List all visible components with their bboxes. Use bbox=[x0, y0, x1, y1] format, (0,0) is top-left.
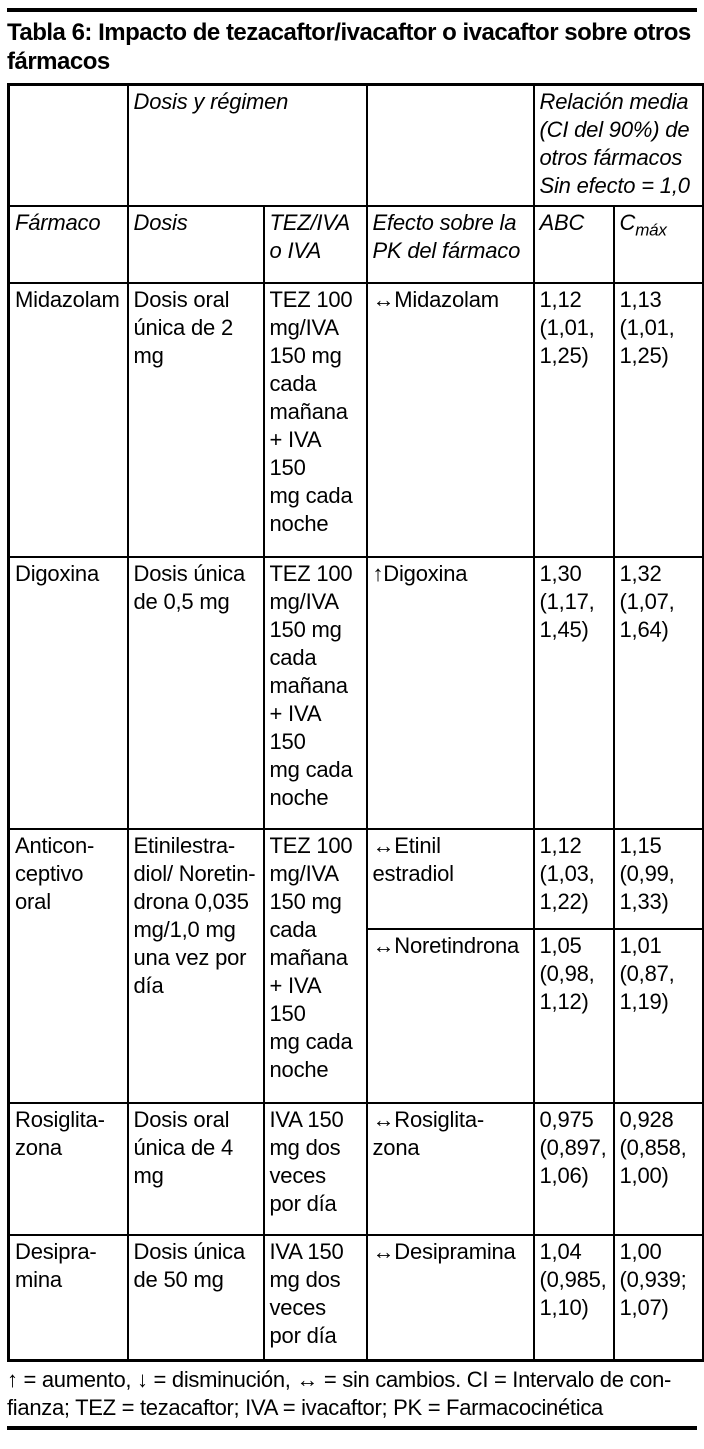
efecto-cell: ↑Digoxina bbox=[365, 555, 535, 830]
table-row-digoxina: Digoxina Dosis única de 0,5 mg TEZ 100 m… bbox=[7, 555, 704, 830]
abc-cell: 1,04 (0,985, 1,10) bbox=[532, 1233, 615, 1362]
dosis-cell: Etinilestra- diol/ Noretin- drona 0,035 … bbox=[126, 827, 265, 1104]
farmaco-cell: Digoxina bbox=[7, 555, 129, 830]
table-row-desipramina: Desipra- mina Dosis única de 50 mg IVA 1… bbox=[7, 1233, 704, 1362]
column-header-abc: ABC bbox=[532, 204, 615, 284]
abc-cell: 1,30 (1,17, 1,45) bbox=[532, 555, 615, 830]
column-header-cmax: Cmáx bbox=[612, 204, 704, 284]
dosis-cell: Dosis oral única de 2 mg bbox=[126, 281, 265, 558]
abc-cell: 1,12 (1,03, 1,22) bbox=[532, 827, 615, 930]
cmax-base: C bbox=[619, 209, 636, 235]
column-header-efecto: Efecto sobre la PK del fármaco bbox=[365, 204, 535, 284]
column-header-row: Fármaco Dosis TEZ/IVA o IVA Efecto sobre… bbox=[7, 204, 704, 284]
header-empty-farmaco-cell bbox=[7, 83, 129, 207]
cmax-subscript: máx bbox=[635, 219, 667, 239]
farmaco-cell: Rosiglita- zona bbox=[7, 1101, 129, 1236]
header-dosis-regimen: Dosis y régimen bbox=[126, 83, 368, 207]
regimen-cell: IVA 150 mg dos veces por día bbox=[262, 1233, 368, 1362]
column-header-tez-iva: TEZ/IVA o IVA bbox=[262, 204, 368, 284]
table-row-anticonceptivo-etinil: Anticon- ceptivo oral Etinilestra- diol/… bbox=[7, 827, 704, 1104]
table-row-anticonceptivo-noretindrona: ↔Noretindrona 1,05 (0,98, 1,12) 1,01 (0,… bbox=[9, 927, 704, 1104]
abc-cell: 0,975 (0,897, 1,06) bbox=[532, 1101, 615, 1236]
efecto-cell: ↔Noretindrona bbox=[365, 927, 535, 1104]
top-rule bbox=[7, 8, 697, 12]
cmax-cell: 1,01 (0,87, 1,19) bbox=[612, 927, 704, 1104]
drug-interaction-table: Dosis y régimen Relación media (CI del 9… bbox=[7, 83, 704, 1362]
bottom-rule bbox=[7, 1426, 697, 1430]
cmax-cell: 0,928 (0,858, 1,00) bbox=[612, 1101, 704, 1236]
dosis-cell: Dosis oral única de 4 mg bbox=[126, 1101, 265, 1236]
table-title: Tabla 6: Impacto de tezacaftor/ivacaftor… bbox=[7, 19, 691, 75]
regimen-cell: TEZ 100 mg/IVA 150 mg cada mañana + IVA … bbox=[262, 281, 368, 558]
header-relacion-media: Relación media (CI del 90%) de otros fár… bbox=[532, 83, 704, 207]
regimen-cell: TEZ 100 mg/IVA 150 mg cada mañana + IVA … bbox=[262, 827, 368, 1104]
cmax-cell: 1,15 (0,99, 1,33) bbox=[612, 827, 704, 930]
farmaco-cell: Midazolam bbox=[7, 281, 129, 558]
efecto-cell: ↔Rosiglita- zona bbox=[365, 1101, 535, 1236]
column-header-dosis: Dosis bbox=[126, 204, 265, 284]
farmaco-cell: Desipra- mina bbox=[7, 1233, 129, 1362]
table-row-midazolam: Midazolam Dosis oral única de 2 mg TEZ 1… bbox=[7, 281, 704, 558]
efecto-cell: ↔Midazolam bbox=[365, 281, 535, 558]
header-group-row: Dosis y régimen Relación media (CI del 9… bbox=[7, 83, 704, 207]
header-empty-efecto-cell bbox=[365, 83, 535, 207]
regimen-cell: IVA 150 mg dos veces por día bbox=[262, 1101, 368, 1236]
efecto-cell: ↔Desipramina bbox=[365, 1233, 535, 1362]
cmax-cell: 1,13 (1,01, 1,25) bbox=[612, 281, 704, 558]
table-footnote: ↑ = aumento, ↓ = disminución, ↔ = sin ca… bbox=[7, 1367, 672, 1420]
table-row-rosiglitazona: Rosiglita- zona Dosis oral única de 4 mg… bbox=[7, 1101, 704, 1236]
dosis-cell: Dosis única de 0,5 mg bbox=[126, 555, 265, 830]
abc-cell: 1,05 (0,98, 1,12) bbox=[532, 927, 615, 1104]
dosis-cell: Dosis única de 50 mg bbox=[126, 1233, 265, 1362]
farmaco-cell: Anticon- ceptivo oral bbox=[7, 827, 129, 1104]
cmax-cell: 1,00 (0,939; 1,07) bbox=[612, 1233, 704, 1362]
column-header-farmaco: Fármaco bbox=[7, 204, 129, 284]
regimen-cell: TEZ 100 mg/IVA 150 mg cada mañana + IVA … bbox=[262, 555, 368, 830]
abc-cell: 1,12 (1,01, 1,25) bbox=[532, 281, 615, 558]
efecto-cell: ↔Etinil estradiol bbox=[365, 827, 535, 930]
cmax-cell: 1,32 (1,07, 1,64) bbox=[612, 555, 704, 830]
